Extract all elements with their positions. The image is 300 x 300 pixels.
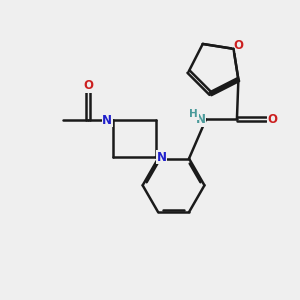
- Text: N: N: [157, 151, 166, 164]
- Text: N: N: [196, 113, 206, 126]
- Text: O: O: [233, 39, 243, 52]
- Text: N: N: [102, 114, 112, 127]
- Text: O: O: [268, 113, 278, 126]
- Text: H: H: [189, 109, 198, 119]
- Text: O: O: [83, 79, 93, 92]
